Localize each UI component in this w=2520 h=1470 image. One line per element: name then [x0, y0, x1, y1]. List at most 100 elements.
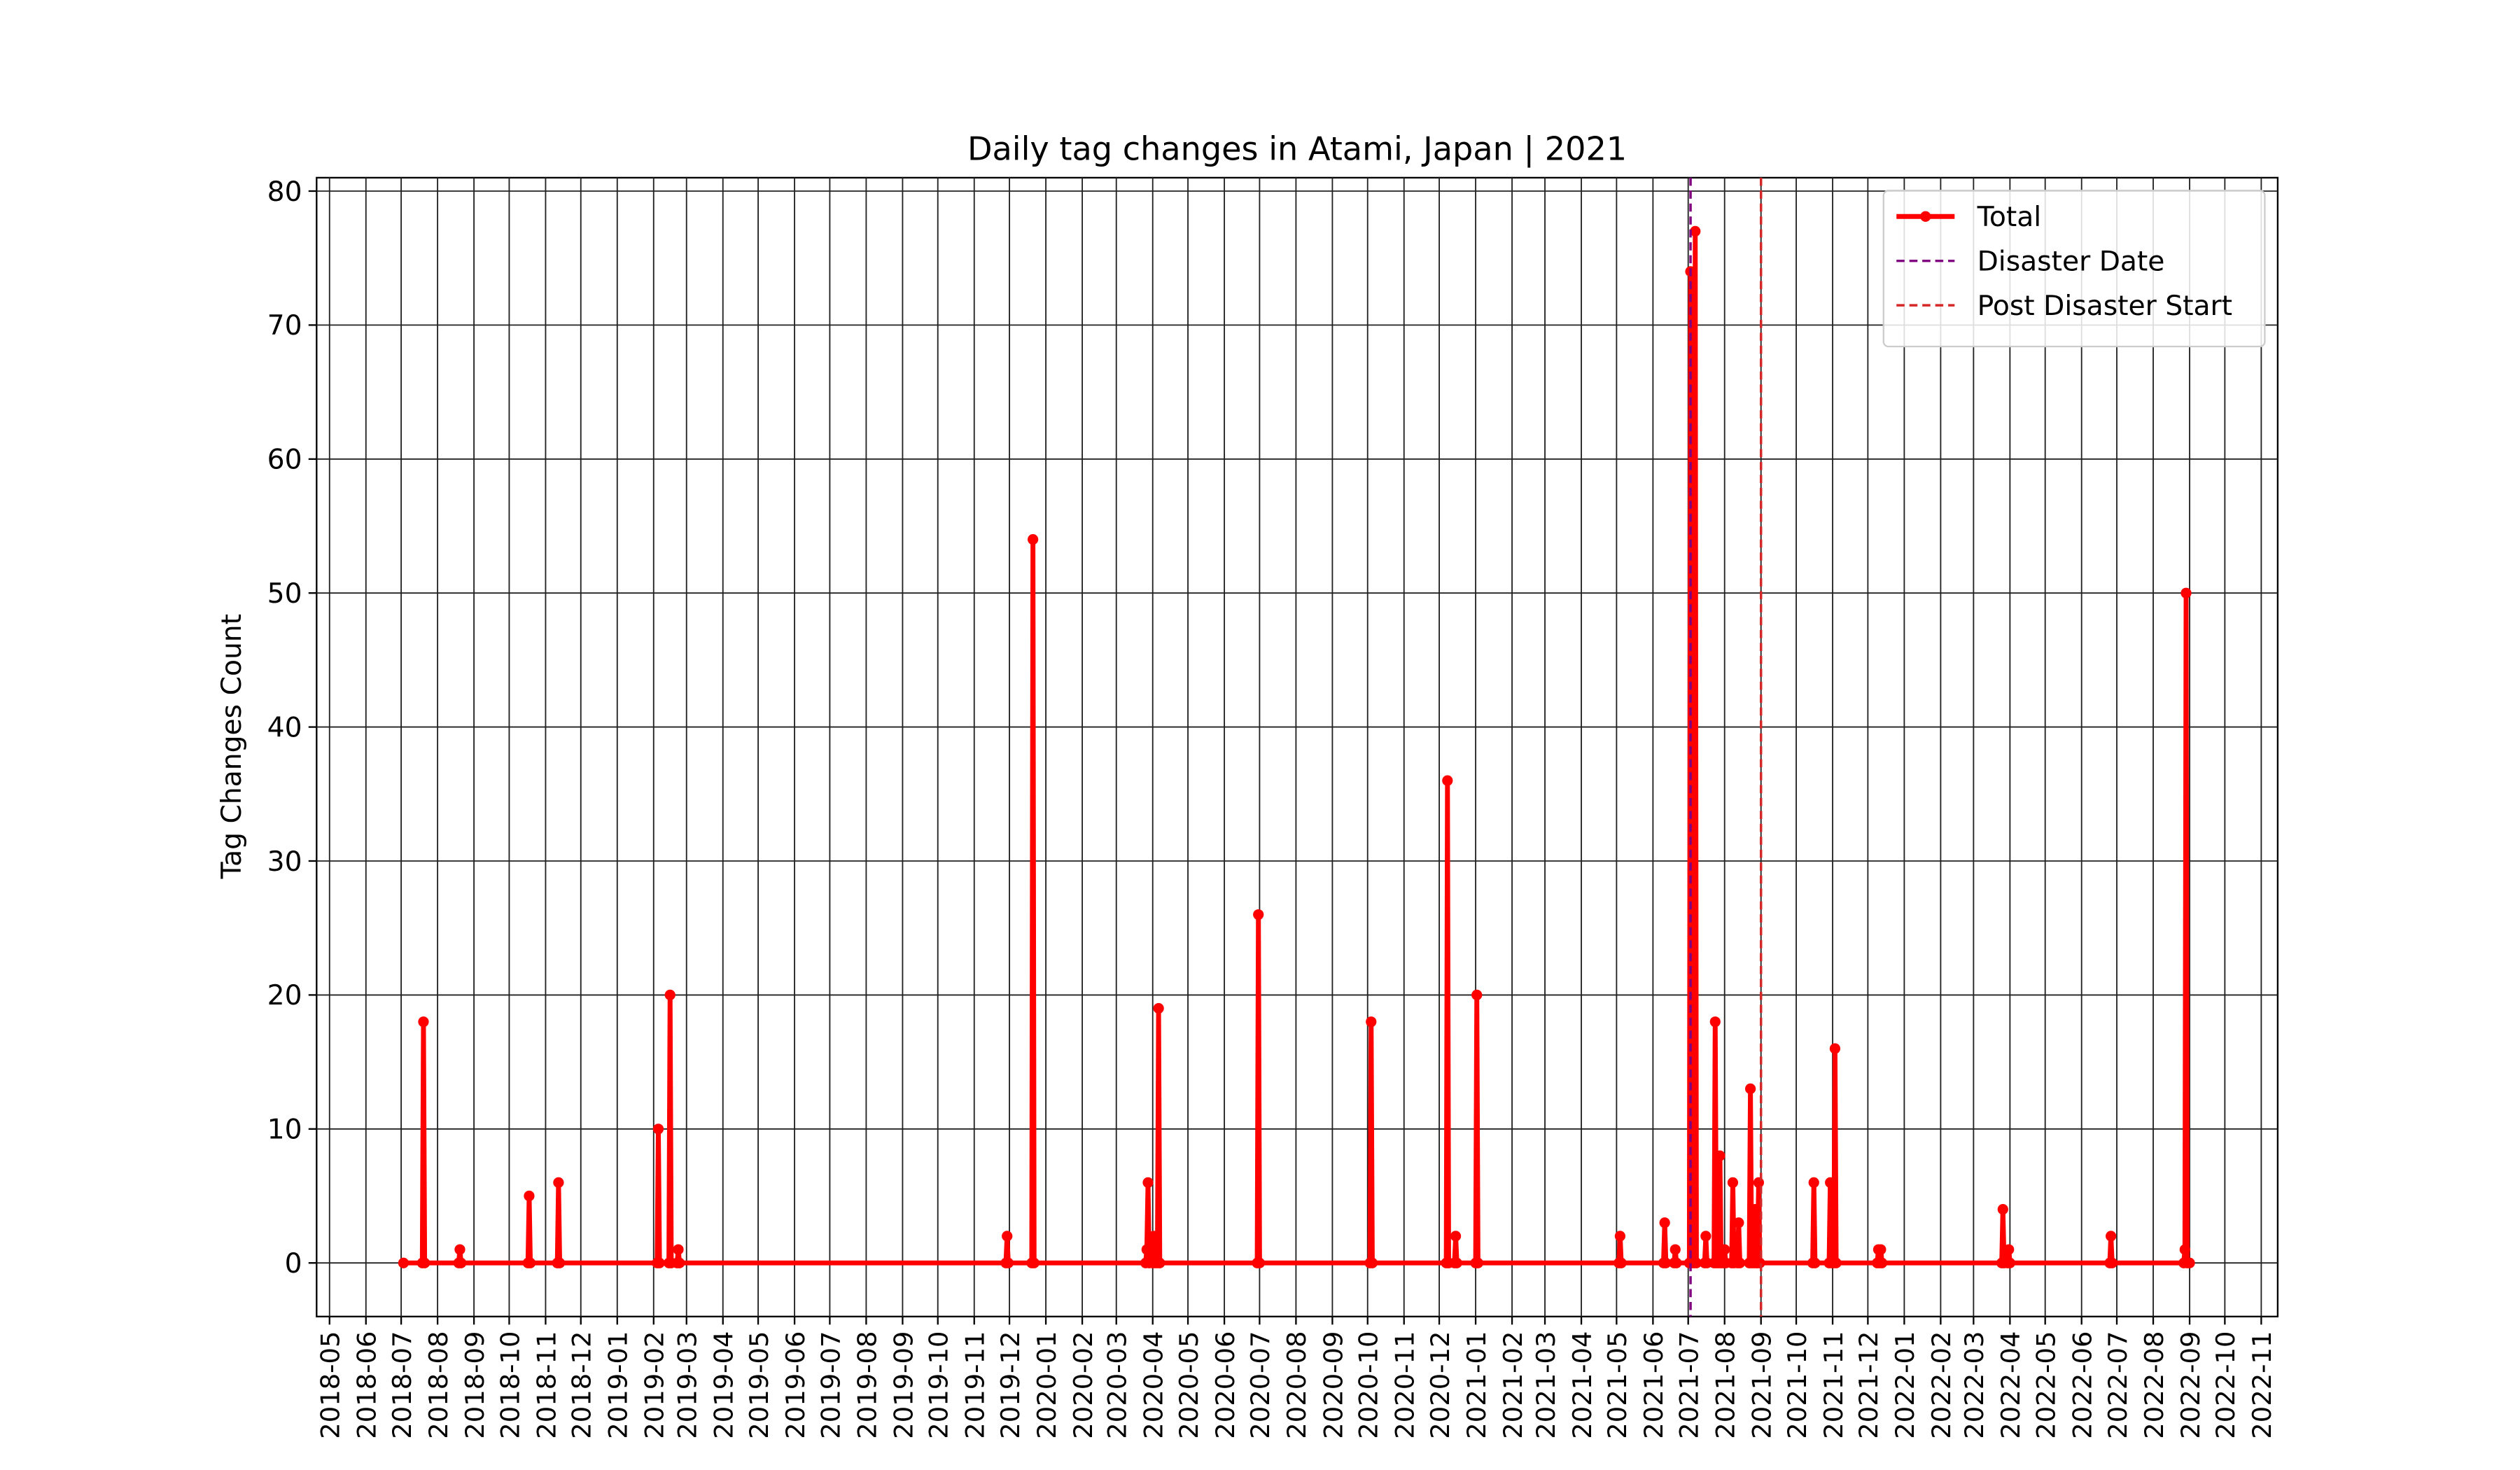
data-point	[1714, 1150, 1726, 1161]
x-tick-label: 2022-06	[2068, 1331, 2098, 1439]
x-tick-label: 2020-07	[1245, 1331, 1275, 1439]
data-point	[1733, 1217, 1744, 1228]
data-point	[1153, 1002, 1164, 1014]
data-point	[674, 1257, 685, 1268]
data-point	[654, 1257, 665, 1268]
x-tick-label: 2019-09	[888, 1331, 918, 1439]
data-point	[1002, 1231, 1013, 1242]
data-point	[1616, 1257, 1627, 1268]
data-point	[1825, 1177, 1836, 1188]
x-tick-label: 2018-09	[460, 1331, 490, 1439]
data-point	[525, 1257, 536, 1268]
x-tick-label: 2020-11	[1390, 1331, 1420, 1439]
x-tick-label: 2020-04	[1139, 1331, 1169, 1439]
legend-label: Disaster Date	[1977, 246, 2165, 278]
data-point	[664, 989, 676, 1001]
x-tick-label: 2019-08	[852, 1331, 882, 1439]
x-tick-label: 2020-01	[1032, 1331, 1062, 1439]
data-point	[1659, 1217, 1670, 1228]
data-point	[1671, 1257, 1682, 1268]
data-point	[673, 1244, 684, 1255]
data-point	[2003, 1244, 2015, 1255]
plot-area	[316, 176, 2278, 1317]
data-point	[1028, 534, 1039, 545]
x-tick-label: 2021-11	[1819, 1331, 1849, 1439]
x-tick-label: 2019-04	[709, 1331, 739, 1439]
data-point	[454, 1244, 465, 1255]
data-point	[1754, 1257, 1765, 1268]
data-point	[1442, 775, 1453, 786]
x-tick-label: 2019-07	[816, 1331, 846, 1439]
x-tick-label: 2021-06	[1639, 1331, 1669, 1439]
y-tick-label: 60	[267, 444, 302, 476]
x-tick-label: 2018-06	[352, 1331, 382, 1439]
data-point	[1660, 1257, 1672, 1268]
x-tick-label: 2018-10	[495, 1331, 525, 1439]
data-point	[2184, 1257, 2195, 1268]
data-point	[1472, 1257, 1484, 1268]
x-tick-label: 2022-04	[1996, 1331, 2026, 1439]
data-point	[1690, 225, 1701, 237]
data-point	[1366, 1257, 1378, 1268]
data-point	[554, 1257, 566, 1268]
data-point	[2180, 587, 2192, 598]
data-point	[1734, 1257, 1746, 1268]
data-point	[652, 1124, 664, 1135]
x-tick-label: 2020-03	[1102, 1331, 1133, 1439]
x-tick-label: 2019-05	[744, 1331, 774, 1439]
x-tick-label: 2021-03	[1531, 1331, 1561, 1439]
data-point	[1148, 1231, 1160, 1242]
data-point	[1808, 1177, 1819, 1188]
data-point	[1614, 1231, 1626, 1242]
data-point	[1002, 1257, 1014, 1268]
data-point	[1727, 1177, 1739, 1188]
y-tick-label: 50	[267, 578, 302, 610]
data-point	[1690, 1257, 1702, 1268]
data-point	[2106, 1257, 2118, 1268]
data-point	[1670, 1244, 1681, 1255]
data-point	[1253, 909, 1264, 920]
y-tick-label: 10	[267, 1114, 302, 1146]
x-tick-label: 2022-02	[1926, 1331, 1956, 1439]
data-point	[1142, 1177, 1154, 1188]
data-point	[1997, 1204, 2008, 1215]
y-tick-label: 0	[285, 1248, 302, 1280]
data-point	[2179, 1244, 2190, 1255]
data-point	[1450, 1231, 1462, 1242]
data-point	[1254, 1257, 1266, 1268]
x-tick-label: 2021-05	[1602, 1331, 1632, 1439]
x-tick-label: 2019-10	[924, 1331, 954, 1439]
data-point	[1753, 1177, 1764, 1188]
x-tick-label: 2022-07	[2103, 1331, 2133, 1439]
x-tick-label: 2020-06	[1210, 1331, 1240, 1439]
x-tick-label: 2019-03	[673, 1331, 703, 1439]
x-tick-label: 2019-11	[960, 1331, 990, 1439]
y-tick-label: 30	[267, 846, 302, 878]
x-tick-label: 2021-09	[1747, 1331, 1777, 1439]
data-point	[2106, 1231, 2117, 1242]
x-tick-label: 2020-02	[1068, 1331, 1098, 1439]
x-tick-label: 2022-03	[1959, 1331, 1989, 1439]
data-point	[419, 1257, 430, 1268]
data-point	[1829, 1043, 1841, 1054]
data-point	[524, 1190, 535, 1202]
legend-label: Total	[1977, 202, 2042, 233]
x-tick-label: 2018-05	[316, 1331, 346, 1439]
x-tick-label: 2022-01	[1890, 1331, 1920, 1439]
x-tick-label: 2021-02	[1498, 1331, 1528, 1439]
x-tick-label: 2020-12	[1425, 1331, 1455, 1439]
legend-label: Post Disaster Start	[1977, 290, 2232, 322]
marks	[398, 177, 2195, 1317]
data-point	[1366, 1016, 1377, 1028]
y-tick-label: 40	[267, 712, 302, 743]
data-point	[398, 1257, 410, 1268]
x-tick-label: 2022-09	[2176, 1331, 2206, 1439]
data-point	[1719, 1244, 1730, 1255]
data-point	[2004, 1257, 2015, 1268]
data-point	[1154, 1257, 1166, 1268]
x-tick-label: 2021-01	[1462, 1331, 1492, 1439]
x-tick-label: 2019-06	[780, 1331, 811, 1439]
x-tick-label: 2021-12	[1854, 1331, 1884, 1439]
